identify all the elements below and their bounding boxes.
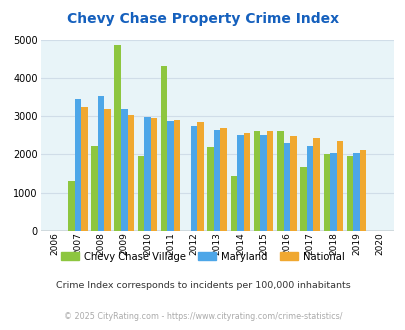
Bar [213, 130, 220, 231]
Bar [359, 150, 365, 231]
Bar [190, 126, 197, 231]
Bar [127, 115, 134, 231]
Bar [160, 66, 167, 231]
Bar [329, 152, 336, 231]
Text: © 2025 CityRating.com - https://www.cityrating.com/crime-statistics/: © 2025 CityRating.com - https://www.city… [64, 312, 341, 321]
Bar [260, 135, 266, 231]
Bar [174, 119, 180, 231]
Bar [230, 176, 237, 231]
Bar [121, 109, 127, 231]
Bar [300, 167, 306, 231]
Bar [290, 136, 296, 231]
Bar [197, 122, 203, 231]
Bar [283, 143, 290, 231]
Bar [352, 153, 359, 231]
Bar [277, 131, 283, 231]
Bar [313, 138, 319, 231]
Bar [266, 131, 273, 231]
Bar [144, 116, 150, 231]
Bar [98, 96, 104, 231]
Bar [167, 121, 174, 231]
Bar [336, 141, 342, 231]
Bar [150, 118, 157, 231]
Bar [323, 154, 329, 231]
Bar [114, 45, 121, 231]
Bar [243, 133, 249, 231]
Text: Crime Index corresponds to incidents per 100,000 inhabitants: Crime Index corresponds to incidents per… [55, 281, 350, 290]
Bar [137, 155, 144, 231]
Bar [306, 146, 313, 231]
Bar [91, 146, 98, 231]
Bar [75, 99, 81, 231]
Bar [237, 135, 243, 231]
Bar [346, 155, 352, 231]
Text: Chevy Chase Property Crime Index: Chevy Chase Property Crime Index [67, 12, 338, 25]
Bar [81, 107, 87, 231]
Bar [68, 181, 75, 231]
Bar [253, 131, 260, 231]
Bar [104, 109, 111, 231]
Bar [220, 128, 226, 231]
Legend: Chevy Chase Village, Maryland, National: Chevy Chase Village, Maryland, National [57, 248, 348, 266]
Bar [207, 147, 213, 231]
